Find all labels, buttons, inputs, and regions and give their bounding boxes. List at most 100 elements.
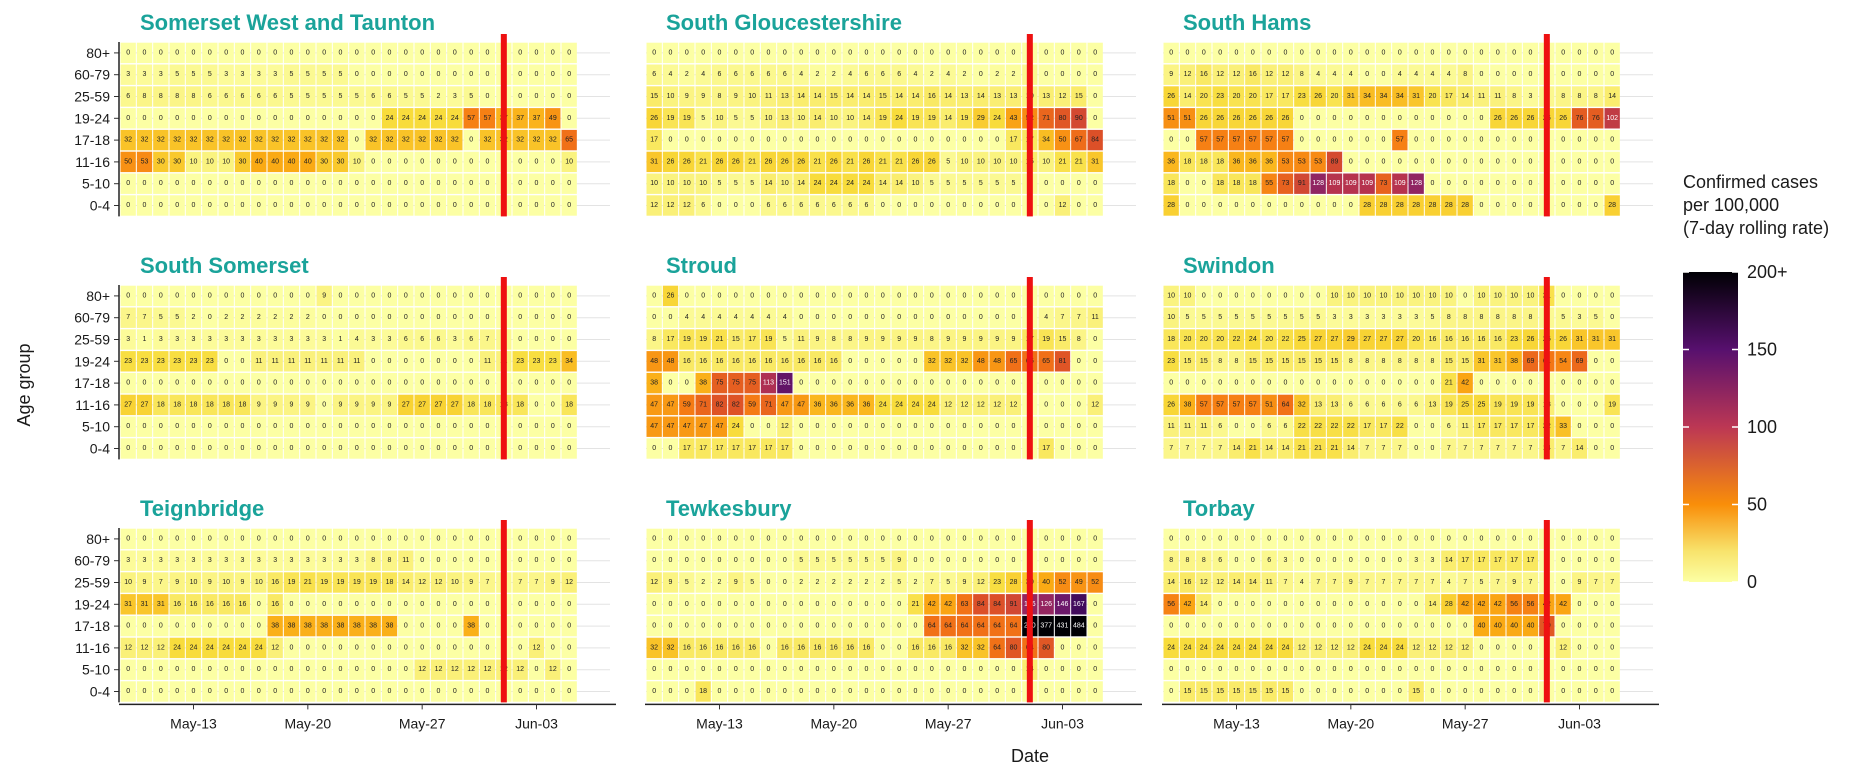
cell-value-label: 31 xyxy=(1494,358,1502,365)
heat-cell xyxy=(1343,86,1359,107)
cell-value-label: 0 xyxy=(979,292,983,299)
heat-cell xyxy=(463,151,479,173)
cell-value-label: 20 xyxy=(1233,93,1241,100)
cell-value-label: 0 xyxy=(404,202,408,209)
cell-value-label: 0 xyxy=(518,557,522,564)
heat-cell xyxy=(1392,108,1408,129)
heat-cell xyxy=(1071,151,1087,173)
heat-cell xyxy=(1071,173,1087,194)
cell-value-label: 0 xyxy=(1235,601,1239,608)
cell-value-label: 0 xyxy=(551,49,555,56)
cell-value-label: 0 xyxy=(1594,666,1598,673)
cell-value-label: 56 xyxy=(1527,601,1535,608)
heat-cell xyxy=(153,195,169,216)
heat-cell xyxy=(398,86,414,107)
cell-value-label: 11 xyxy=(1462,423,1469,430)
cell-value-label: 32 xyxy=(516,137,524,144)
heat-cell xyxy=(679,173,695,194)
cell-value-label: 0 xyxy=(963,49,967,56)
heat-cell xyxy=(777,64,793,85)
cell-value-label: 10 xyxy=(683,180,691,187)
cell-value-label: 24 xyxy=(1265,644,1273,651)
cell-value-label: 38 xyxy=(1184,401,1192,408)
heat-cell xyxy=(1071,195,1087,216)
cell-value-label: 11 xyxy=(1184,423,1191,430)
cell-value-label: 0 xyxy=(306,292,310,299)
cell-value-label: 0 xyxy=(224,423,228,430)
cell-value-label: 0 xyxy=(865,49,869,56)
cell-value-label: 0 xyxy=(469,314,473,321)
cell-value-label: 0 xyxy=(718,557,722,564)
cell-value-label: 0 xyxy=(175,115,179,122)
cell-value-label: 48 xyxy=(650,358,658,365)
cell-value-label: 0 xyxy=(257,292,261,299)
cell-value-label: 3 xyxy=(306,336,310,343)
cell-value-label: 0 xyxy=(897,601,901,608)
heat-cell xyxy=(447,86,463,107)
cell-value-label: 0 xyxy=(437,623,441,630)
cell-value-label: 0 xyxy=(437,644,441,651)
heat-cell xyxy=(414,42,430,64)
heat-cell xyxy=(1555,86,1571,107)
heat-cell xyxy=(561,86,577,107)
cell-value-label: 0 xyxy=(1529,49,1533,56)
heat-cell xyxy=(349,42,365,64)
heat-cell xyxy=(234,173,251,194)
cell-value-label: 0 xyxy=(848,688,852,695)
cell-value-label: 0 xyxy=(701,623,705,630)
cell-value-label: 40 xyxy=(1527,623,1535,630)
heat-cell xyxy=(283,151,300,173)
cell-value-label: 0 xyxy=(453,314,457,321)
heat-cell xyxy=(1604,64,1620,85)
cell-value-label: 12 xyxy=(977,579,985,586)
cell-value-label: 9 xyxy=(946,336,950,343)
heat-cell xyxy=(924,173,940,194)
cell-value-label: 21 xyxy=(304,579,312,586)
heat-cell xyxy=(1506,108,1522,129)
cell-value-label: 23 xyxy=(549,358,557,365)
panel-title: South Gloucestershire xyxy=(666,10,902,35)
cell-value-label: 28 xyxy=(1010,579,1018,586)
cell-value-label: 0 xyxy=(1431,666,1435,673)
cell-value-label: 0 xyxy=(420,535,424,542)
cell-value-label: 37 xyxy=(533,115,541,122)
cell-value-label: 17 xyxy=(683,445,691,452)
cell-value-label: 9 xyxy=(322,292,326,299)
cell-value-label: 38 xyxy=(386,623,394,630)
cell-value-label: 8 xyxy=(1463,314,1467,321)
cell-value-label: 0 xyxy=(865,314,869,321)
cell-value-label: 0 xyxy=(1365,49,1369,56)
heat-cell xyxy=(251,173,267,194)
heat-cell xyxy=(218,173,234,194)
cell-value-label: 0 xyxy=(1398,158,1402,165)
cell-value-label: 0 xyxy=(1077,401,1081,408)
cell-value-label: 0 xyxy=(551,380,555,387)
cell-value-label: 0 xyxy=(224,115,228,122)
heat-cell xyxy=(1005,129,1022,151)
cell-value-label: 21 xyxy=(814,158,822,165)
cell-value-label: 90 xyxy=(1075,115,1083,122)
cell-value-label: 0 xyxy=(897,644,901,651)
cell-value-label: 31 xyxy=(1412,93,1420,100)
cell-value-label: 59 xyxy=(748,401,756,408)
cell-value-label: 8 xyxy=(1169,557,1173,564)
heat-cell xyxy=(956,86,973,107)
cell-value-label: 23 xyxy=(516,358,524,365)
cell-value-label: 5 xyxy=(718,180,722,187)
cell-value-label: 0 xyxy=(767,623,771,630)
cell-value-label: 0 xyxy=(1093,688,1097,695)
heat-cell xyxy=(842,173,858,194)
cell-value-label: 0 xyxy=(388,49,392,56)
cell-value-label: 2 xyxy=(995,71,999,78)
cell-value-label: 0 xyxy=(1077,423,1081,430)
cell-value-label: 0 xyxy=(848,314,852,321)
cell-value-label: 12 xyxy=(1282,71,1290,78)
cell-value-label: 7 xyxy=(1512,445,1516,452)
cell-value-label: 12 xyxy=(549,666,557,673)
cell-value-label: 16 xyxy=(863,644,871,651)
cell-value-label: 0 xyxy=(1365,535,1369,542)
cell-value-label: 4 xyxy=(1414,71,1418,78)
cell-value-label: 5 xyxy=(1561,314,1565,321)
heat-cell xyxy=(1054,42,1071,64)
